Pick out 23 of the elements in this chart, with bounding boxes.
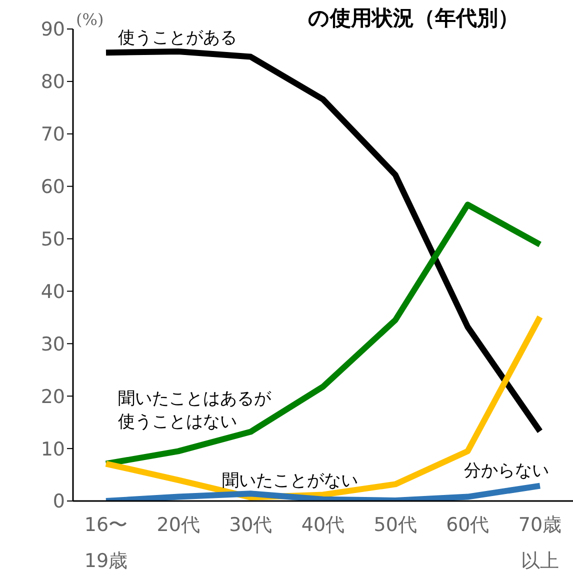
chart-title: の使用状況（年代別） (308, 5, 519, 32)
y-tick-label: 60 (40, 176, 65, 198)
x-tick-label: 40代 (301, 514, 345, 536)
x-tick-label: 50代 (374, 514, 417, 536)
x-tick-label: 60代 (446, 514, 490, 536)
x-tick-label: 16〜19歳 (84, 514, 128, 572)
series-label: 聞いたことがない (222, 470, 359, 493)
y-tick-label: 40 (40, 280, 65, 303)
series-label: 使うことがある (118, 28, 237, 48)
y-axis-title: (%) (76, 10, 104, 29)
y-tick-label: 10 (40, 438, 65, 460)
y-tick-label: 90 (40, 18, 65, 41)
y-tick-label: 0 (52, 490, 65, 513)
y-tick-label: 20 (40, 386, 65, 408)
x-tick-label: 70歳以上 (518, 514, 562, 572)
x-tick-label: 20代 (156, 514, 200, 536)
y-tick-label: 30 (40, 333, 65, 356)
x-tick-label: 30代 (229, 514, 272, 536)
y-tick-label: 70 (40, 124, 65, 146)
series-label: 聞いたことはあるが使うことはない (118, 388, 272, 434)
series-label: 分からない (464, 460, 550, 483)
y-tick-label: 80 (40, 71, 65, 94)
y-tick-label: 50 (40, 228, 65, 251)
